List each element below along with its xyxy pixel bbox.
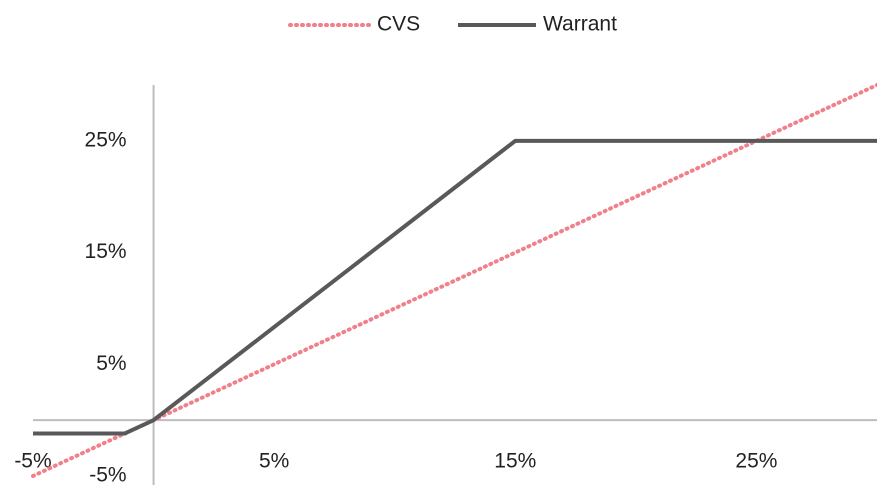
x-tick-label: 5% — [259, 450, 289, 473]
y-tick-label: 15% — [85, 240, 127, 263]
x-tick-label: -5% — [14, 450, 51, 473]
legend-label: CVS — [377, 13, 420, 36]
x-tick-label: 15% — [494, 450, 536, 473]
y-tick-label: 5% — [96, 352, 126, 375]
series-line — [33, 138, 877, 436]
y-tick-label: -5% — [89, 464, 126, 485]
x-tick-label: 25% — [735, 450, 777, 473]
legend-label: Warrant — [543, 13, 617, 36]
y-tick-label: 25% — [85, 128, 127, 151]
